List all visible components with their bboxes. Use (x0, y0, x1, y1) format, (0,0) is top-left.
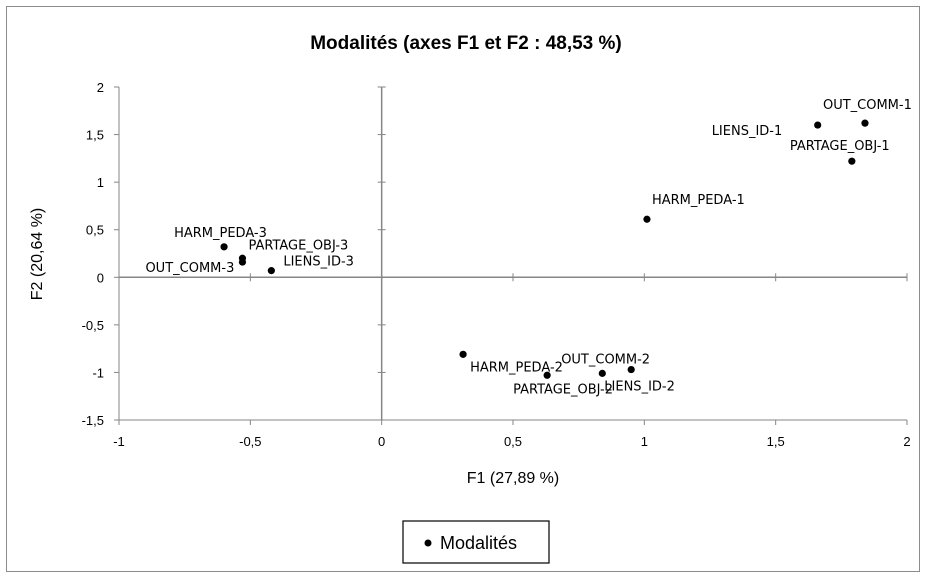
point-label: LIENS_ID-2 (604, 379, 675, 394)
chart-frame (6, 6, 920, 572)
chart-title: Modalités (axes F1 et F2 : 48,53 %) (310, 33, 622, 54)
data-point-out-comm-2 (627, 365, 635, 374)
y-axis-label: F2 (20,64 %) (29, 208, 46, 300)
data-point-liens-id-3 (267, 267, 275, 275)
point-label: HARM_PEDA-3 (174, 226, 267, 241)
x-tick-label: 1,5 (767, 434, 785, 449)
y-tick-label: -1 (92, 365, 104, 380)
legend-marker (424, 539, 432, 547)
point-label: HARM_PEDA-2 (470, 360, 563, 375)
data-point-partage-obj-1 (848, 157, 856, 165)
data-point-liens-id-1 (814, 121, 822, 129)
x-tick-label: -1 (113, 434, 125, 449)
y-tick-label: -0,5 (82, 318, 104, 333)
point-label: PARTAGE_OBJ-1 (790, 139, 890, 154)
data-point-harm-peda-1 (643, 215, 651, 223)
point-label: PARTAGE_OBJ-2 (513, 382, 613, 397)
data-point-harm-peda-2 (459, 350, 467, 358)
legend-entry-modalites: Modalités (440, 533, 517, 553)
y-tick-label: -1,5 (82, 413, 104, 428)
x-tick-label: 1 (641, 434, 648, 449)
point-label: LIENS_ID-1 (712, 124, 783, 139)
point-label: HARM_PEDA-1 (652, 193, 745, 208)
point-label: LIENS_ID-3 (283, 255, 354, 270)
point-label: PARTAGE_OBJ-3 (248, 238, 348, 253)
point-label: OUT_COMM-1 (823, 98, 912, 113)
data-point-out-comm-3 (238, 258, 247, 266)
point-label: OUT_COMM-2 (561, 353, 650, 368)
data-point-out-comm-1 (861, 119, 869, 127)
x-tick-label: 0 (378, 434, 385, 449)
x-axis-label: F1 (27,89 %) (467, 470, 559, 487)
data-point-liens-id-2 (598, 369, 606, 377)
plot-area: -1 -0,5 0 0,5 1 1,5 2 -1,5 -1 -0,5 0 0,5 1 1,5 2 OUT_CO… (82, 80, 912, 449)
x-tick-label: 0,5 (504, 434, 522, 449)
x-tick-label: 2 (903, 434, 910, 449)
y-tick-label: 0 (97, 270, 104, 285)
point-label: OUT_COMM-3 (145, 261, 234, 276)
x-tick-label: -0,5 (239, 434, 261, 449)
data-point-harm-peda-3 (220, 243, 228, 251)
y-tick-label: 2 (97, 80, 104, 95)
y-tick-label: 1,5 (86, 128, 104, 143)
y-tick-label: 1 (97, 175, 104, 190)
data-point-partage-obj-2 (543, 371, 551, 379)
y-tick-label: 0,5 (86, 223, 104, 238)
legend: Modalités (402, 520, 550, 564)
